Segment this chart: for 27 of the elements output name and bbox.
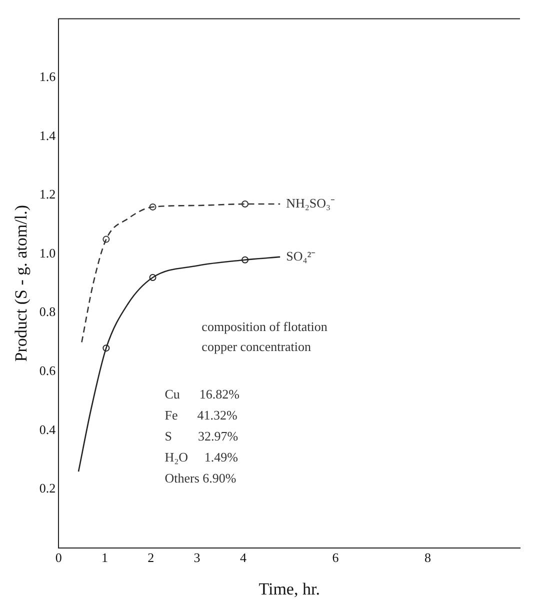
series-label: NH₂SO₃⁻ — [286, 195, 335, 210]
y-tick-label: 1.4 — [39, 128, 56, 143]
annotation: Cu 16.82% — [164, 386, 240, 402]
y-tick-label: 1.2 — [39, 186, 56, 202]
annotation: Others 6.90% — [164, 470, 236, 486]
annotation: Fe 41.32% — [164, 408, 238, 423]
y-tick-label: 0.8 — [39, 304, 56, 320]
y-tick-label: 0.6 — [39, 363, 56, 378]
annotation: copper concentration — [202, 338, 312, 354]
x-tick-label: 0 — [55, 550, 62, 566]
x-tick-label: 8 — [424, 550, 431, 566]
y-tick-label: 0.4 — [39, 422, 56, 437]
y-axis-title: Product (S - g. atom/l.) — [12, 205, 31, 362]
x-tick-label: 1 — [102, 550, 108, 566]
x-tick-label: 6 — [332, 550, 340, 566]
x-tick-label: 4 — [240, 550, 247, 566]
y-tick-label: 1.0 — [39, 245, 56, 260]
y-tick-label: 1.6 — [39, 69, 56, 84]
x-tick-label: 3 — [194, 550, 200, 566]
annotation: composition of flotation — [202, 318, 328, 334]
point — [242, 200, 249, 208]
series-label: SO₄²⁻ — [286, 248, 316, 264]
y-tick-label: 0.2 — [39, 480, 56, 496]
x-axis-title: Time, hr. — [258, 579, 320, 598]
x-tick-label: 2 — [148, 550, 154, 566]
annotation: H₂O 1.49% — [164, 450, 238, 465]
annotation: S 32.97% — [164, 428, 238, 444]
